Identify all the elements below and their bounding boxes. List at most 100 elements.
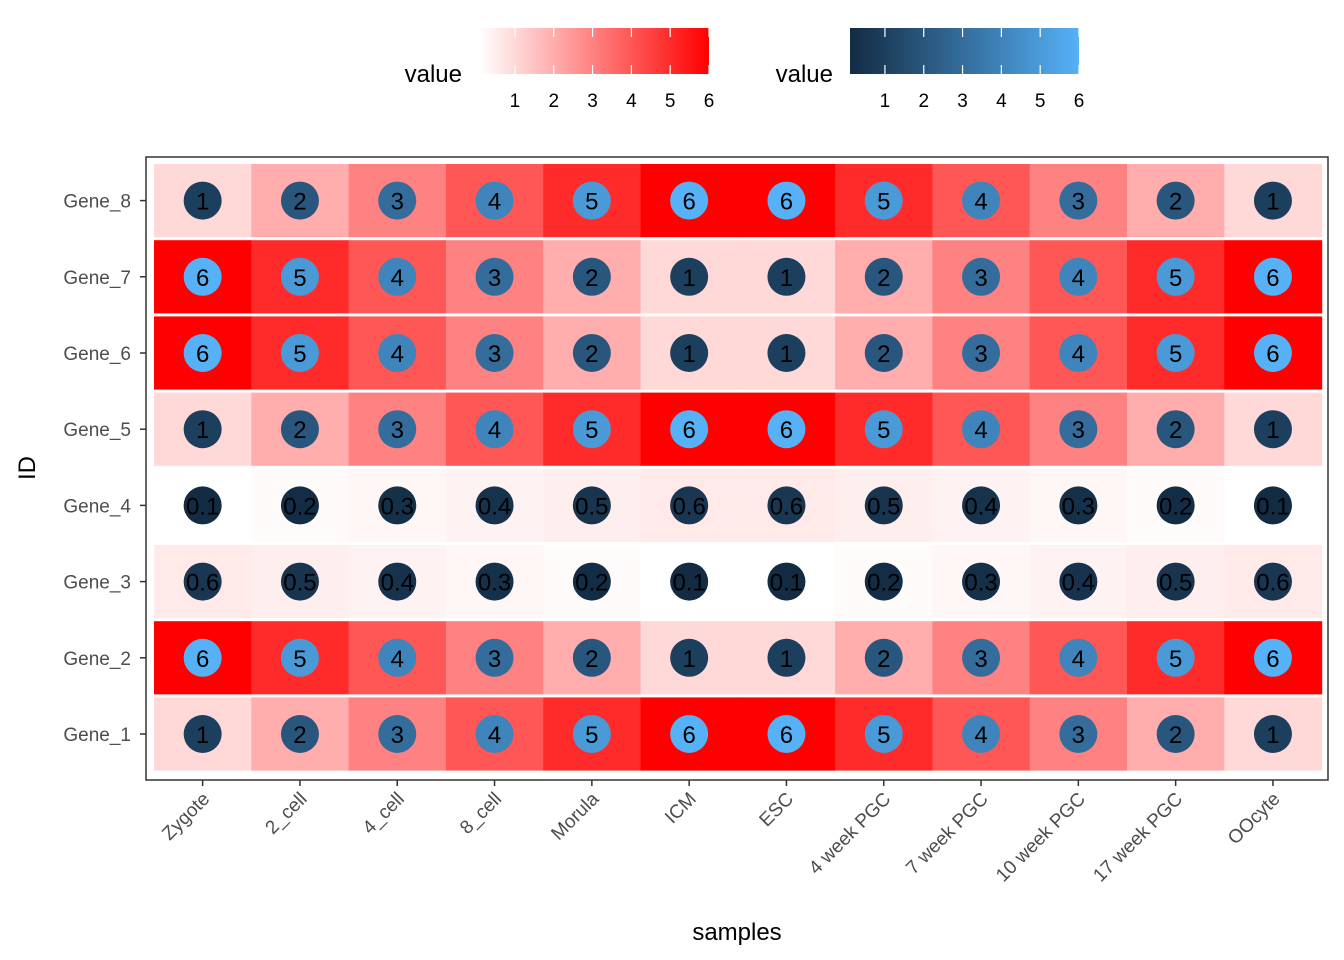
value-point [1253,715,1292,753]
x-tick-label: 2_cell [262,789,312,839]
value-label: 3 [974,265,987,292]
value-label: 0.3 [478,570,511,597]
y-tick-label: Gene_4 [63,496,131,517]
value-label: 5 [877,189,890,216]
value-label: 6 [1266,265,1279,292]
legend-fill-tick-label: 1 [510,91,521,112]
value-label: 4 [391,341,404,368]
value-point [475,486,514,525]
value-point [183,334,222,372]
x-tick-label: ESC [756,789,798,831]
value-label: 5 [585,722,598,749]
value-label: 4 [1072,265,1085,292]
value-label: 0.5 [283,570,316,597]
value-point [572,410,611,449]
x-tick-label: 4 week PGC [805,789,895,879]
value-point [183,715,222,753]
value-label: 6 [196,646,209,673]
value-point [1059,334,1098,372]
value-label: 6 [1266,646,1279,673]
value-point [1156,257,1195,296]
value-label: 6 [196,265,209,292]
value-point [864,486,903,525]
value-label: 4 [974,189,987,216]
value-label: 0.2 [1159,493,1192,520]
value-label: 0.4 [478,493,511,520]
legend-point-title: value [776,61,833,88]
value-point [962,334,1001,372]
value-label: 0.3 [1062,493,1095,520]
value-point [475,715,514,753]
value-label: 1 [1266,417,1279,444]
value-label: 0.6 [1256,570,1289,597]
y-tick-label: Gene_1 [63,725,131,746]
value-point [962,562,1001,601]
x-tick-label: 10 week PGC [992,789,1090,887]
value-point [864,638,903,677]
value-label: 2 [585,341,598,368]
value-point [572,486,611,525]
value-point [1253,334,1292,372]
x-tick-label: 17 week PGC [1089,789,1187,887]
value-label: 4 [488,722,501,749]
value-label: 5 [1169,646,1182,673]
value-label: 2 [1169,189,1182,216]
value-label: 0.1 [770,570,803,597]
value-label: 0.4 [1062,570,1095,597]
value-label: 3 [488,646,501,673]
value-point [962,486,1001,525]
value-label: 4 [391,646,404,673]
value-point [670,181,709,220]
legend-fill-title: value [405,61,462,88]
value-point [767,334,806,372]
value-point [670,410,709,449]
value-point [1156,334,1195,372]
y-axis-title: ID [14,456,41,480]
value-label: 1 [196,189,209,216]
value-label: 2 [1169,417,1182,444]
x-axis-title: samples [692,919,781,946]
value-point [670,334,709,372]
value-point [767,715,806,753]
legend-point-tick-label: 4 [996,91,1007,112]
value-label: 5 [585,417,598,444]
value-point [864,562,903,601]
value-label: 4 [974,722,987,749]
value-point [1059,257,1098,296]
value-label: 1 [780,646,793,673]
value-point [767,486,806,525]
value-label: 0.1 [1256,493,1289,520]
value-point [572,715,611,753]
value-point [962,638,1001,677]
value-point [280,257,319,296]
value-point [183,486,222,525]
value-label: 0.4 [964,493,997,520]
plot-panel-border [145,156,1329,781]
value-label: 1 [196,417,209,444]
value-point [1059,715,1098,753]
value-point [1059,486,1098,525]
value-label: 2 [877,341,890,368]
legend-point-tick-label: 6 [1074,91,1085,112]
value-label: 5 [877,417,890,444]
value-label: 0.4 [381,570,414,597]
value-label: 6 [682,722,695,749]
value-point [864,181,903,220]
value-label: 5 [293,341,306,368]
value-point [183,257,222,296]
value-point [280,334,319,372]
legend-fill-tick-label: 2 [548,91,559,112]
y-tick-label: Gene_7 [63,268,131,289]
legend-point: value 1 2 3 4 5 6 [776,28,1085,112]
value-point [670,638,709,677]
value-point [378,486,417,525]
value-point [1253,562,1292,601]
value-label: 2 [877,646,890,673]
value-point [280,562,319,601]
value-point [572,562,611,601]
legend-point-tick-label: 1 [880,91,891,112]
value-label: 1 [1266,189,1279,216]
value-point [280,181,319,220]
value-point [864,257,903,296]
